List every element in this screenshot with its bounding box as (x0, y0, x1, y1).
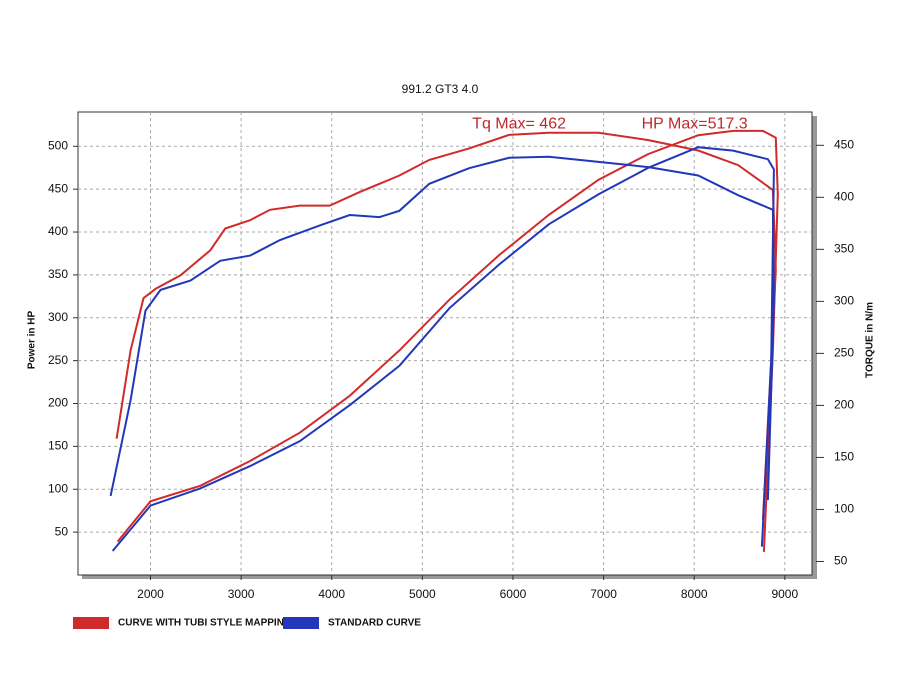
y-tick-label: 350 (48, 267, 68, 281)
annotation: HP Max=517.3 (642, 116, 748, 133)
y2-tick-label: 400 (834, 189, 854, 203)
y-tick-label: 200 (48, 396, 68, 410)
y-tick-label: 500 (48, 138, 68, 152)
x-tick-label: 6000 (500, 587, 527, 601)
power-line (111, 146, 775, 552)
x-tick-label: 3000 (228, 587, 255, 601)
legend-label: CURVE WITH TUBI STYLE MAPPING (118, 618, 292, 629)
x-tick-label: 5000 (409, 587, 436, 601)
y-tick-label: 100 (48, 481, 68, 495)
y2-tick-label: 200 (834, 398, 854, 412)
x-tick-label: 9000 (771, 587, 798, 601)
plot-frame (77, 111, 813, 576)
y2-tick-label: 50 (834, 554, 848, 568)
y2-tick-label: 300 (834, 294, 854, 308)
y2-tick-label: 150 (834, 450, 854, 464)
legend-label: STANDARD CURVE (328, 618, 421, 629)
torque-line (109, 155, 775, 501)
legend-swatch (283, 617, 319, 629)
y-tick-label: 450 (48, 181, 68, 195)
y2-tick-label: 250 (834, 346, 854, 360)
torque-line (115, 131, 777, 520)
y-axis-label: Power in HP (27, 311, 38, 370)
y-tick-label: 50 (55, 524, 69, 538)
y2-tick-label: 100 (834, 502, 854, 516)
y-tick-label: 150 (48, 439, 68, 453)
legend-swatch (73, 617, 109, 629)
power-line (116, 129, 779, 552)
y-tick-label: 250 (48, 353, 68, 367)
x-tick-label: 2000 (137, 587, 164, 601)
y2-tick-label: 450 (834, 137, 854, 151)
y2-axis-label: TORQUE in N/m (865, 302, 876, 378)
y-tick-label: 300 (48, 310, 68, 324)
x-tick-label: 8000 (681, 587, 708, 601)
chart-title: 991.2 GT3 4.0 (402, 82, 479, 96)
x-tick-label: 7000 (590, 587, 617, 601)
y-tick-label: 400 (48, 224, 68, 238)
y2-tick-label: 350 (834, 242, 854, 256)
x-tick-label: 4000 (318, 587, 345, 601)
annotation: Tq Max= 462 (472, 116, 566, 133)
